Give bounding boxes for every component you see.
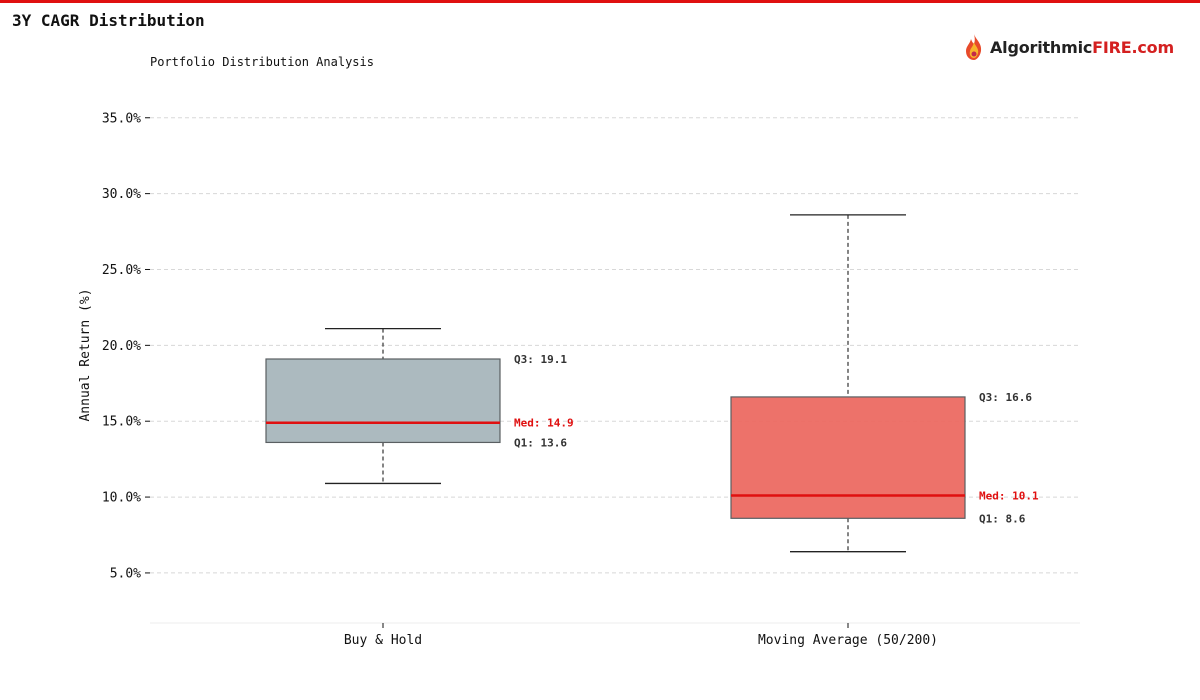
brand-name-dark: Algorithmic	[990, 37, 1093, 57]
median-label: Med: 14.9	[514, 417, 574, 430]
y-tick-label: 35.0%	[102, 111, 141, 126]
accent-top-bar	[0, 0, 1200, 3]
brand-logo: AlgorithmicFIRE.com	[962, 32, 1174, 62]
y-tick-label: 15.0%	[102, 415, 141, 430]
q3-label: Q3: 19.1	[514, 353, 567, 366]
chart-subtitle: Portfolio Distribution Analysis	[150, 55, 374, 69]
brand-name: AlgorithmicFIRE.com	[990, 38, 1174, 57]
x-tick-label: Moving Average (50/200)	[758, 633, 938, 648]
y-tick-label: 25.0%	[102, 263, 141, 278]
y-tick-label: 30.0%	[102, 187, 141, 202]
box-iqr	[265, 358, 501, 444]
y-tick-label: 20.0%	[102, 339, 141, 354]
y-tick-label: 5.0%	[110, 566, 141, 581]
median-label: Med: 10.1	[979, 490, 1039, 503]
q1-label: Q1: 8.6	[979, 512, 1026, 525]
x-tick-label: Buy & Hold	[344, 633, 422, 648]
box-iqr	[730, 396, 966, 519]
q3-label: Q3: 16.6	[979, 391, 1032, 404]
page-title: 3Y CAGR Distribution	[12, 11, 205, 30]
q1-label: Q1: 13.6	[514, 436, 567, 449]
y-tick-label: 10.0%	[102, 491, 141, 506]
y-axis-label: Annual Return (%)	[78, 288, 93, 421]
brand-name-red: FIRE.com	[1092, 37, 1174, 57]
flame-icon	[966, 34, 982, 60]
